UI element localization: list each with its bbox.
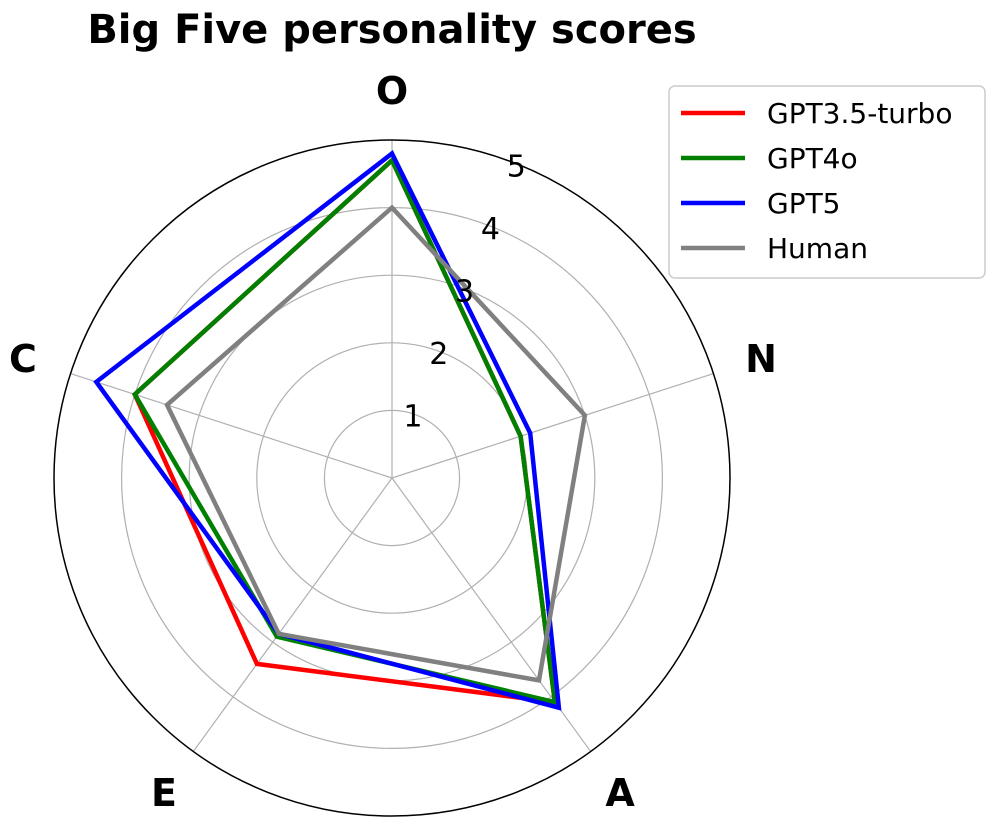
legend-entry-label: GPT4o <box>767 142 858 175</box>
series-line-human <box>164 204 588 684</box>
axis-label-n: N <box>745 337 777 381</box>
radar-grid <box>53 139 731 817</box>
radial-tick-label: 4 <box>481 212 500 247</box>
series-layer <box>93 150 588 711</box>
radial-tick-label: 5 <box>507 150 526 185</box>
legend-entry-label: GPT5 <box>767 187 841 220</box>
radial-tick-label: 3 <box>455 275 474 310</box>
grid-spoke <box>192 477 393 752</box>
legend: GPT3.5-turbo GPT4o GPT5 Human <box>668 85 986 279</box>
legend-frame <box>668 85 986 279</box>
series-line-gpt5 <box>93 150 562 711</box>
axis-label-o: O <box>376 69 408 113</box>
radial-tick-label: 2 <box>429 337 448 372</box>
axis-label-c: C <box>9 337 37 381</box>
grid-spoke <box>391 372 714 479</box>
axis-label-e: E <box>151 771 177 815</box>
axis-label-a: A <box>605 771 635 815</box>
outer-frame <box>53 139 731 817</box>
legend-entry-label: GPT3.5-turbo <box>767 97 952 130</box>
legend-entry-label: Human <box>767 232 868 265</box>
grid-spoke <box>70 372 393 479</box>
chart-title: Big Five personality scores <box>87 7 696 53</box>
radial-tick-label: 1 <box>403 400 422 435</box>
